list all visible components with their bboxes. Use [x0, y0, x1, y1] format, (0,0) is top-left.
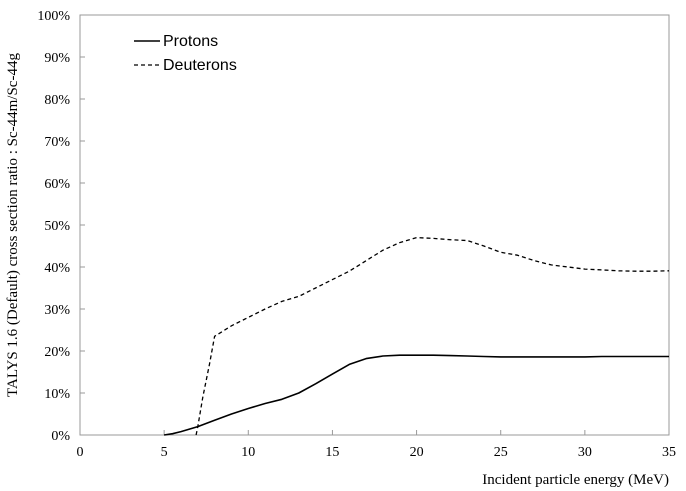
x-tick-label: 5	[161, 445, 168, 460]
y-tick-label: 30%	[44, 303, 70, 318]
y-tick-label: 90%	[44, 51, 70, 66]
series-line-protons	[163, 354, 669, 436]
x-axis-ticks: 0 5 10 15 20 25 30 35	[77, 430, 676, 460]
legend: Protons Deuterons	[134, 33, 237, 74]
y-tick-label: 10%	[44, 387, 70, 402]
y-tick-label: 20%	[44, 345, 70, 360]
y-tick-label: 100%	[37, 9, 70, 24]
x-tick-label: 25	[494, 445, 508, 460]
y-tick-label: 0%	[51, 429, 70, 444]
x-tick-label: 0	[77, 445, 84, 460]
plot-frame	[79, 14, 670, 436]
series-line-deuterons	[195, 236, 670, 436]
y-tick-label: 60%	[44, 177, 70, 192]
y-tick-label: 80%	[44, 93, 70, 108]
x-tick-label: 30	[578, 445, 592, 460]
legend-label-protons: Protons	[163, 33, 218, 50]
legend-label-deuterons: Deuterons	[163, 57, 237, 74]
x-tick-label: 20	[410, 445, 424, 460]
x-tick-label: 35	[662, 445, 676, 460]
y-tick-label: 50%	[44, 219, 70, 234]
y-tick-label: 70%	[44, 135, 70, 150]
x-axis-title: Incident particle energy (MeV)	[482, 472, 669, 488]
x-tick-label: 10	[241, 445, 255, 460]
y-tick-label: 40%	[44, 261, 70, 276]
y-axis-title: TALYS 1.6 (Default) cross section ratio …	[5, 53, 21, 397]
series-layer	[163, 236, 670, 436]
x-tick-label: 15	[325, 445, 339, 460]
y-axis-ticks: 0% 10% 20% 30% 40% 50% 60% 70% 80% 90% 100%	[37, 9, 85, 444]
